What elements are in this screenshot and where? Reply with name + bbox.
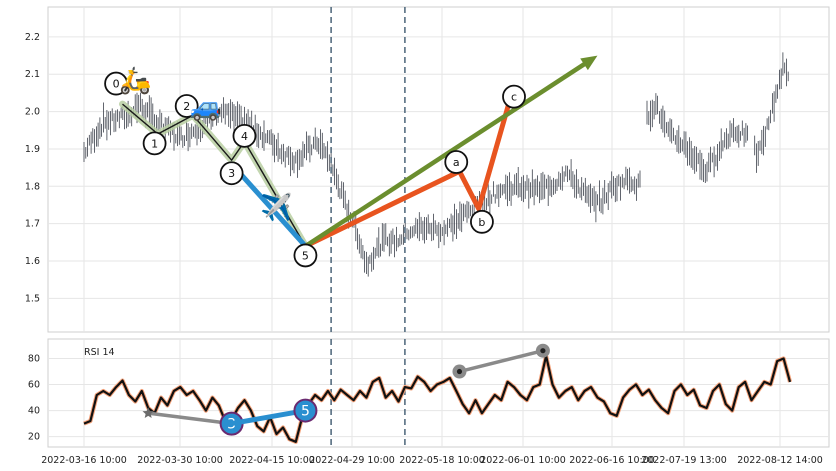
x-tick-label: 2022-05-18 10:00 (399, 455, 485, 466)
bearish-divergence-star-marker (142, 407, 154, 418)
wave-label-5: 5 (302, 249, 309, 262)
car-icon: 🚙 (190, 92, 222, 122)
price-panel-frame (47, 6, 830, 333)
wave-lines (119, 55, 598, 250)
correction-wave-line (302, 94, 514, 249)
scooter-icon: 🛵 (119, 66, 151, 96)
rsi-panel-frame (47, 338, 830, 448)
wave-3-5-link-line (229, 408, 308, 427)
x-tick-label: 2022-07-19 13:00 (641, 455, 727, 466)
rsi-panel: 20 40 60 80 35 RSI 14 (28, 338, 830, 448)
wave-label-circle (232, 123, 257, 148)
wave-label-c: c (511, 91, 517, 104)
price-panel: 1.5 1.6 1.7 1.8 1.9 2.0 2.1 2.2 0 1 2 3 4 5 a b c 🛵 🚙 ✈️ (25, 6, 830, 333)
wave-3-5-link-end-badge-label: 5 (301, 404, 310, 420)
wave-label-1: 1 (151, 137, 158, 150)
wave-label-4: 4 (241, 130, 248, 143)
price-y-tick-label: 2.2 (25, 32, 40, 43)
price-y-tick-label: 1.8 (25, 181, 40, 192)
price-dashed-lines (330, 7, 406, 332)
x-tick-label: 2022-06-16 10:00 (569, 455, 655, 466)
price-y-tick-label: 1.5 (25, 293, 40, 304)
wave-label-circle (502, 84, 526, 109)
wave-label-circle (293, 243, 318, 268)
rsi-y-tick-label: 60 (28, 380, 40, 391)
rsi-y-axis: 20 40 60 80 (28, 354, 40, 443)
wave-icons: 🛵 🚙 ✈️ (119, 66, 293, 223)
rsi-y-tick-label: 20 (28, 432, 40, 443)
rsi-y-tick-label: 80 (28, 354, 40, 365)
impulse-wave-line (122, 103, 307, 247)
price-y-tick-label: 2.0 (25, 107, 40, 118)
price-y-tick-label: 1.6 (25, 256, 40, 267)
wave-label-a: a (453, 156, 460, 169)
price-y-tick-label: 1.9 (25, 144, 40, 155)
rsi-series (83, 353, 793, 444)
rsi-line (83, 354, 792, 443)
x-axis: 2022-03-16 10:00 2022-03-30 10:00 2022-04-… (41, 455, 823, 466)
bullish-divergence-line (457, 348, 545, 374)
x-tick-label: 2022-08-12 14:00 (737, 455, 823, 466)
x-tick-label: 2022-04-15 10:00 (229, 455, 315, 466)
price-y-tick-label: 1.7 (25, 219, 40, 230)
bullish-divergence-end-dot-center (540, 348, 546, 354)
rsi-y-tick-label: 40 (28, 406, 40, 417)
wave-label-circle (104, 71, 128, 96)
x-tick-label: 2022-04-29 10:00 (309, 455, 395, 466)
wave-labels: 0 1 2 3 4 5 a b c (104, 71, 526, 268)
rsi-divergences: 35 (142, 343, 550, 436)
wave-label-3: 3 (228, 167, 235, 180)
rsi-label: RSI 14 (84, 347, 115, 358)
x-tick-label: 2022-03-30 10:00 (137, 455, 223, 466)
wave-label-circle (444, 150, 469, 174)
price-candles (83, 52, 789, 277)
x-tick-label: 2022-03-16 10:00 (41, 455, 127, 466)
wave-label-circle (174, 94, 199, 118)
trend-arrow-shaft (303, 62, 587, 249)
wave-label-circle (219, 161, 244, 186)
x-tick-label: 2022-06-01 10:00 (480, 455, 566, 466)
bullish-divergence-start-dot-center (456, 368, 463, 375)
trend-arrow-head (580, 55, 598, 71)
price-y-tick-label: 2.1 (25, 69, 40, 80)
wave-label-2: 2 (183, 100, 190, 113)
wave-label-circle (470, 209, 494, 234)
airplane-icon: ✈️ (260, 191, 292, 223)
price-y-axis: 1.5 1.6 1.7 1.8 1.9 2.0 2.1 2.2 (25, 32, 40, 304)
wave-3-5-link-end-badge (293, 398, 318, 423)
blue-leg-line (229, 161, 308, 249)
wave-label-b: b (478, 216, 485, 229)
price-grid (48, 7, 829, 332)
bearish-divergence-line (146, 411, 234, 426)
wave-label-0: 0 (113, 78, 120, 91)
wave-label-circle (142, 131, 167, 156)
